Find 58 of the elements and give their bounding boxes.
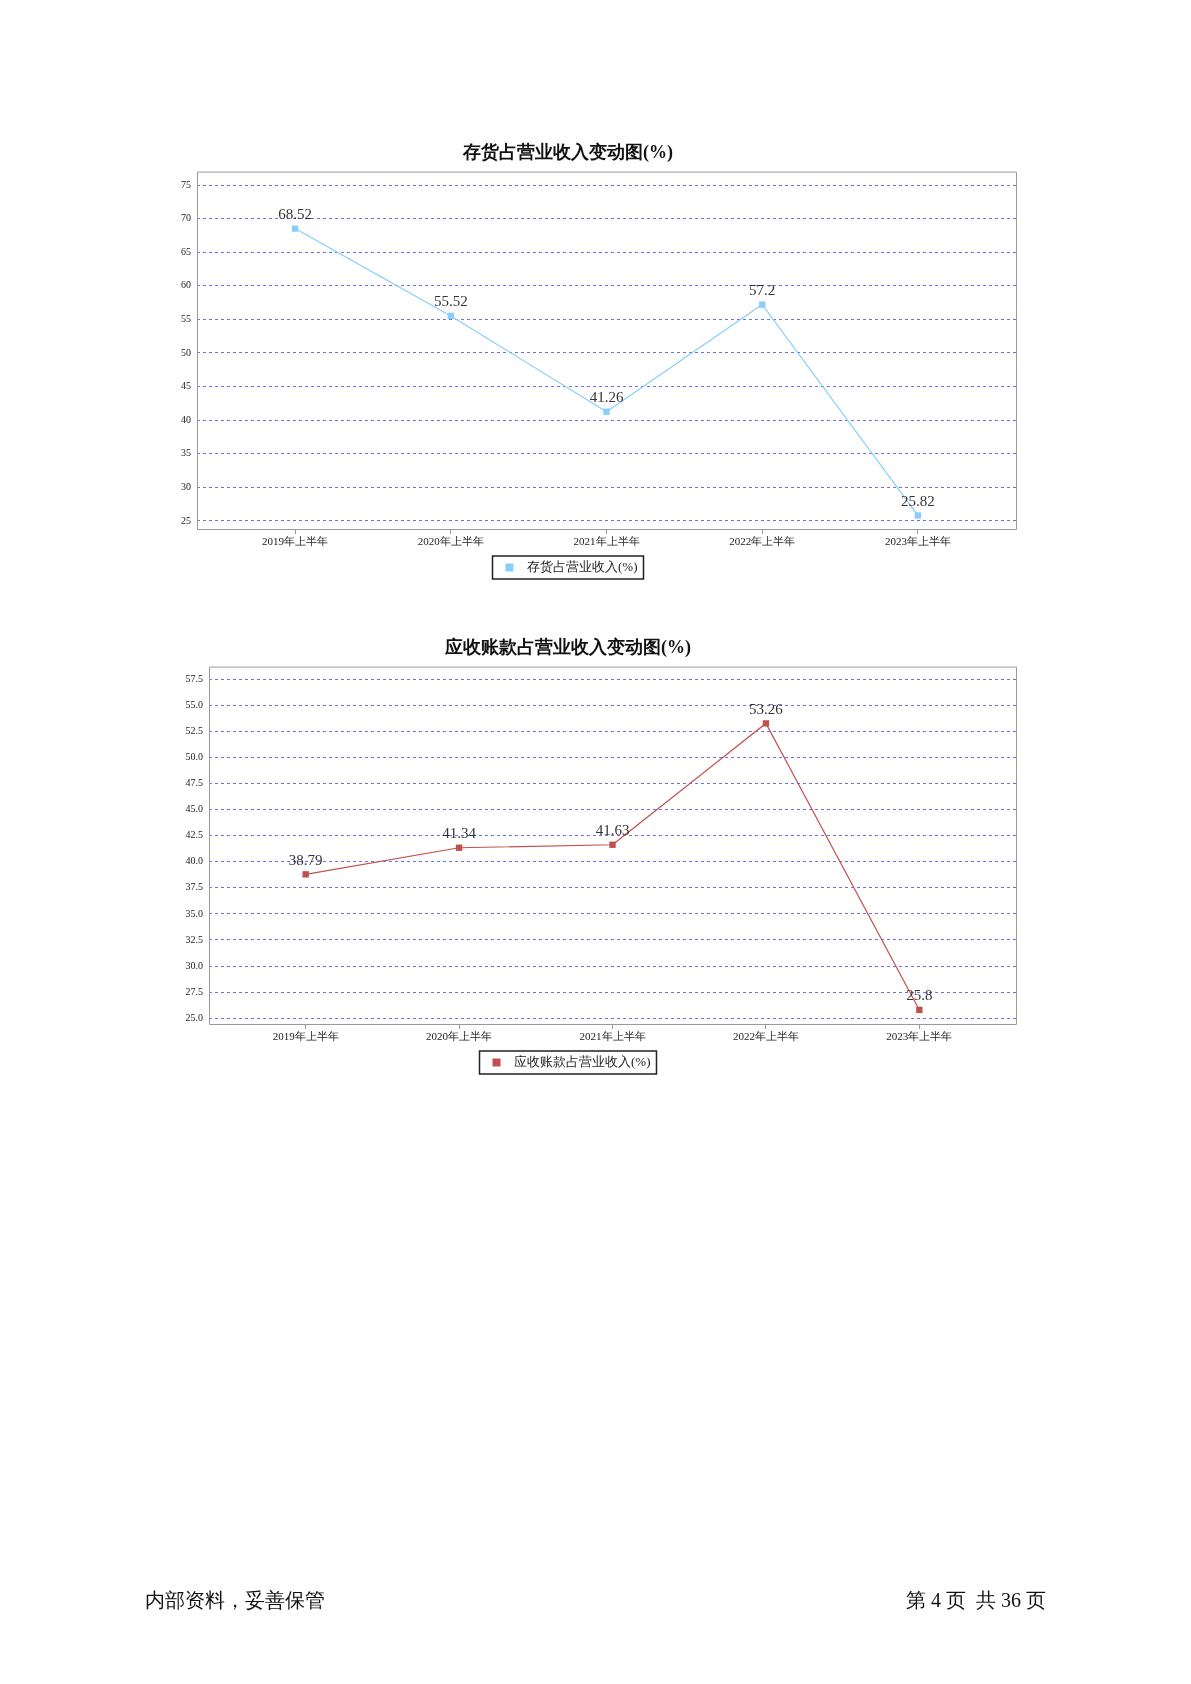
y-tick-label: 35.0 (185, 907, 203, 919)
text: 内部资料，妥善保管 (145, 1588, 325, 1612)
data-label: 53.26 (749, 700, 784, 717)
y-tick-label: 42.5 (185, 829, 203, 841)
y-tick-label: 55.0 (185, 698, 203, 710)
x-tick-label: 2019年上半年 (262, 535, 329, 548)
y-tick-label: 75 (181, 178, 191, 190)
y-tick-label: 47.5 (185, 777, 203, 789)
data-label: 41.34 (442, 825, 477, 842)
y-tick-label: 45 (181, 380, 191, 392)
point (609, 841, 616, 848)
legend-label: 应收账款占营业收入(%) (514, 1053, 651, 1069)
y-tick-label: 45.0 (185, 803, 203, 815)
text: 第 4 页 共 36 页 (906, 1588, 1046, 1612)
point (762, 720, 770, 727)
point (759, 301, 766, 308)
legend-label: 存货占营业收入(%) (527, 558, 638, 574)
y-tick-label: 27.5 (185, 985, 203, 997)
x-tick-label: 2023年上半年 (886, 1030, 953, 1043)
y-tick-label: 40.0 (185, 855, 203, 867)
point (916, 1006, 923, 1014)
chart-title: 存货占营业收入变动图(%) (462, 142, 673, 164)
y-tick-label: 65 (181, 245, 191, 257)
x-tick-label: 2020年上半年 (417, 535, 484, 548)
data-label: 38.79 (288, 851, 323, 868)
y-tick-label: 40 (181, 413, 191, 425)
point (302, 871, 309, 878)
point (291, 225, 299, 232)
y-tick-label: 30.0 (185, 959, 203, 971)
data-label: 57.2 (749, 282, 776, 299)
x-tick-label: 2021年上半年 (579, 1030, 646, 1043)
point (914, 512, 922, 519)
chart-title: 应收账款占营业收入变动图(%) (444, 637, 691, 659)
x-tick-label: 2022年上半年 (732, 1030, 799, 1043)
data-label: 41.63 (595, 822, 630, 839)
data-label: 68.52 (278, 206, 312, 223)
data-label: 41.26 (589, 389, 624, 406)
y-tick-label: 70 (181, 212, 191, 224)
data-label: 25.82 (901, 492, 935, 509)
y-tick-label: 60 (181, 279, 191, 291)
y-tick-label: 50 (181, 346, 191, 358)
x-tick-label: 2021年上半年 (573, 535, 640, 548)
x-tick-label: 2019年上半年 (272, 1030, 339, 1043)
y-tick-label: 55 (181, 313, 191, 325)
y-tick-label: 32.5 (185, 933, 203, 945)
y-tick-label: 57.5 (185, 672, 203, 684)
x-tick-label: 2022年上半年 (729, 535, 796, 548)
y-tick-label: 35 (181, 447, 191, 459)
y-tick-label: 30 (181, 480, 191, 492)
x-tick-label: 2020年上半年 (426, 1030, 493, 1043)
y-tick-label: 25 (181, 514, 191, 526)
point (603, 408, 610, 415)
y-tick-label: 52.5 (185, 724, 203, 736)
y-tick-label: 37.5 (185, 881, 203, 893)
x-tick-label: 2023年上半年 (884, 535, 951, 548)
y-tick-label: 50.0 (185, 751, 203, 763)
data-label: 55.52 (433, 293, 468, 310)
y-tick-label: 25.0 (185, 1011, 203, 1023)
